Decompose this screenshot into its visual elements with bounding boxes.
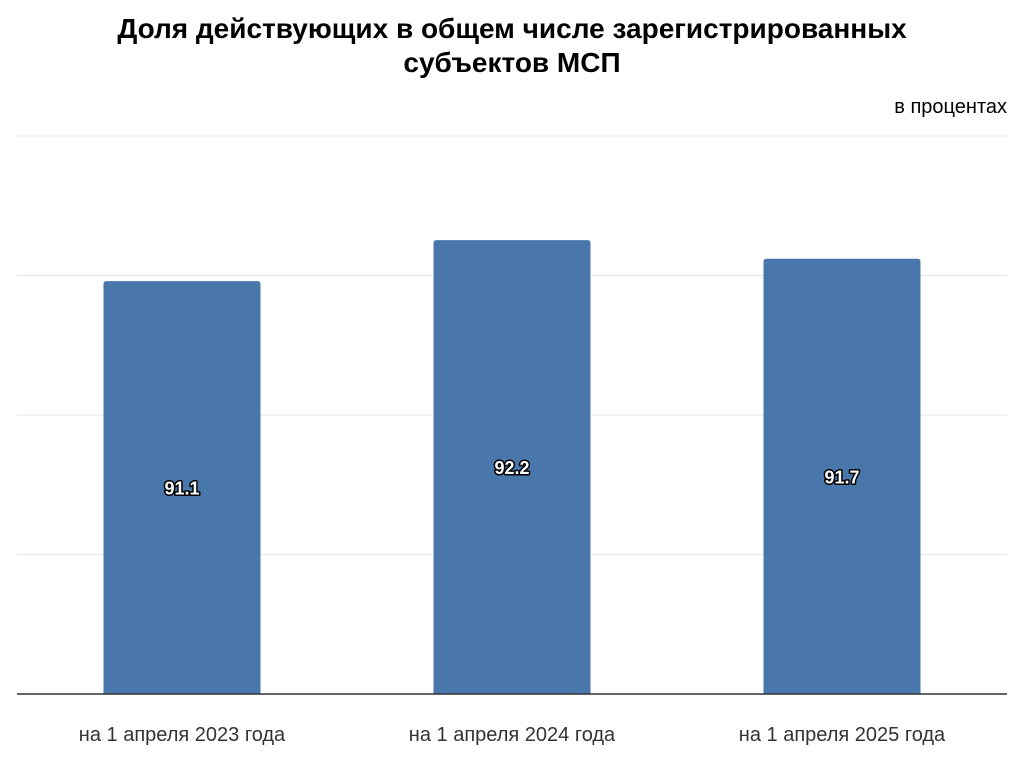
category-label-3: на 1 апреля 2025 года <box>739 724 946 746</box>
chart-title-line-1: Доля действующих в общем числе зарегистр… <box>117 13 907 44</box>
category-labels: на 1 апреля 2023 года на 1 апреля 2024 го… <box>79 724 946 746</box>
category-label-1: на 1 апреля 2023 года <box>79 724 286 746</box>
bar-2 <box>433 240 591 694</box>
unit-note: в процентах <box>894 96 1007 118</box>
bar-3 <box>763 258 921 694</box>
data-label-2: 92.2 <box>494 458 529 478</box>
bar-1 <box>103 281 261 694</box>
chart-title-line-2: субъектов МСП <box>403 47 621 78</box>
data-label-3: 91.7 <box>824 467 859 487</box>
category-label-2: на 1 апреля 2024 года <box>409 724 616 746</box>
data-labels: 91.1 92.2 91.7 <box>163 457 861 500</box>
data-label-1: 91.1 <box>164 479 199 499</box>
chart-title: Доля действующих в общем числе зарегистр… <box>0 12 1024 80</box>
bars <box>103 240 921 694</box>
